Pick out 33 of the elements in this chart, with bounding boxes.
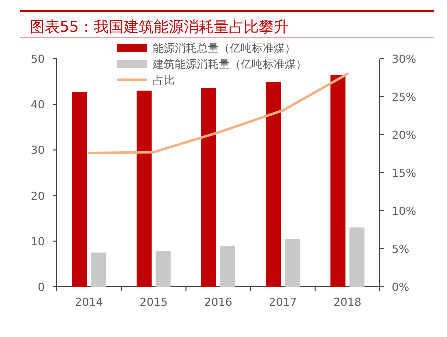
legend-label: 建筑能源消耗量（亿吨标准煤）: [152, 58, 307, 71]
y2-tick-label: 0%: [392, 281, 410, 294]
bar: [202, 88, 216, 287]
bar: [220, 246, 236, 287]
y-tick-label: 30: [31, 144, 45, 158]
bar: [285, 239, 300, 287]
x-tick-label: 2017: [269, 296, 298, 309]
x-tick-label: 2018: [334, 296, 362, 309]
chart-title: 图表55：我国建筑能源消耗量占比攀升: [30, 18, 290, 36]
y-tick-label: 20: [31, 190, 45, 203]
y2-tick-label: 5%: [392, 243, 410, 256]
bar: [330, 75, 346, 287]
legend-label: 占比: [153, 74, 175, 87]
bar: [91, 252, 106, 287]
x-tick-label: 2015: [140, 296, 168, 309]
y-tick-label: 10: [31, 235, 45, 248]
y-tick-label: 40: [31, 98, 45, 112]
y2-tick-label: 25%: [392, 91, 416, 104]
bar: [72, 92, 88, 287]
y-tick-label: 0: [38, 281, 45, 294]
bar: [266, 82, 282, 287]
y-tick-label: 50: [31, 53, 45, 66]
y2-tick-label: 10%: [392, 205, 416, 218]
bar: [156, 251, 171, 287]
x-tick-label: 2016: [204, 296, 232, 309]
bar: [136, 90, 152, 287]
y2-tick-label: 15%: [392, 167, 416, 180]
y2-tick-label: 20%: [392, 129, 416, 142]
bar: [350, 228, 365, 287]
line-series: [88, 72, 349, 154]
y2-tick-label: 30%: [392, 53, 416, 66]
x-tick-label: 2014: [75, 296, 104, 309]
legend-label: 能源消耗总量（亿吨标准煤）: [153, 42, 296, 55]
